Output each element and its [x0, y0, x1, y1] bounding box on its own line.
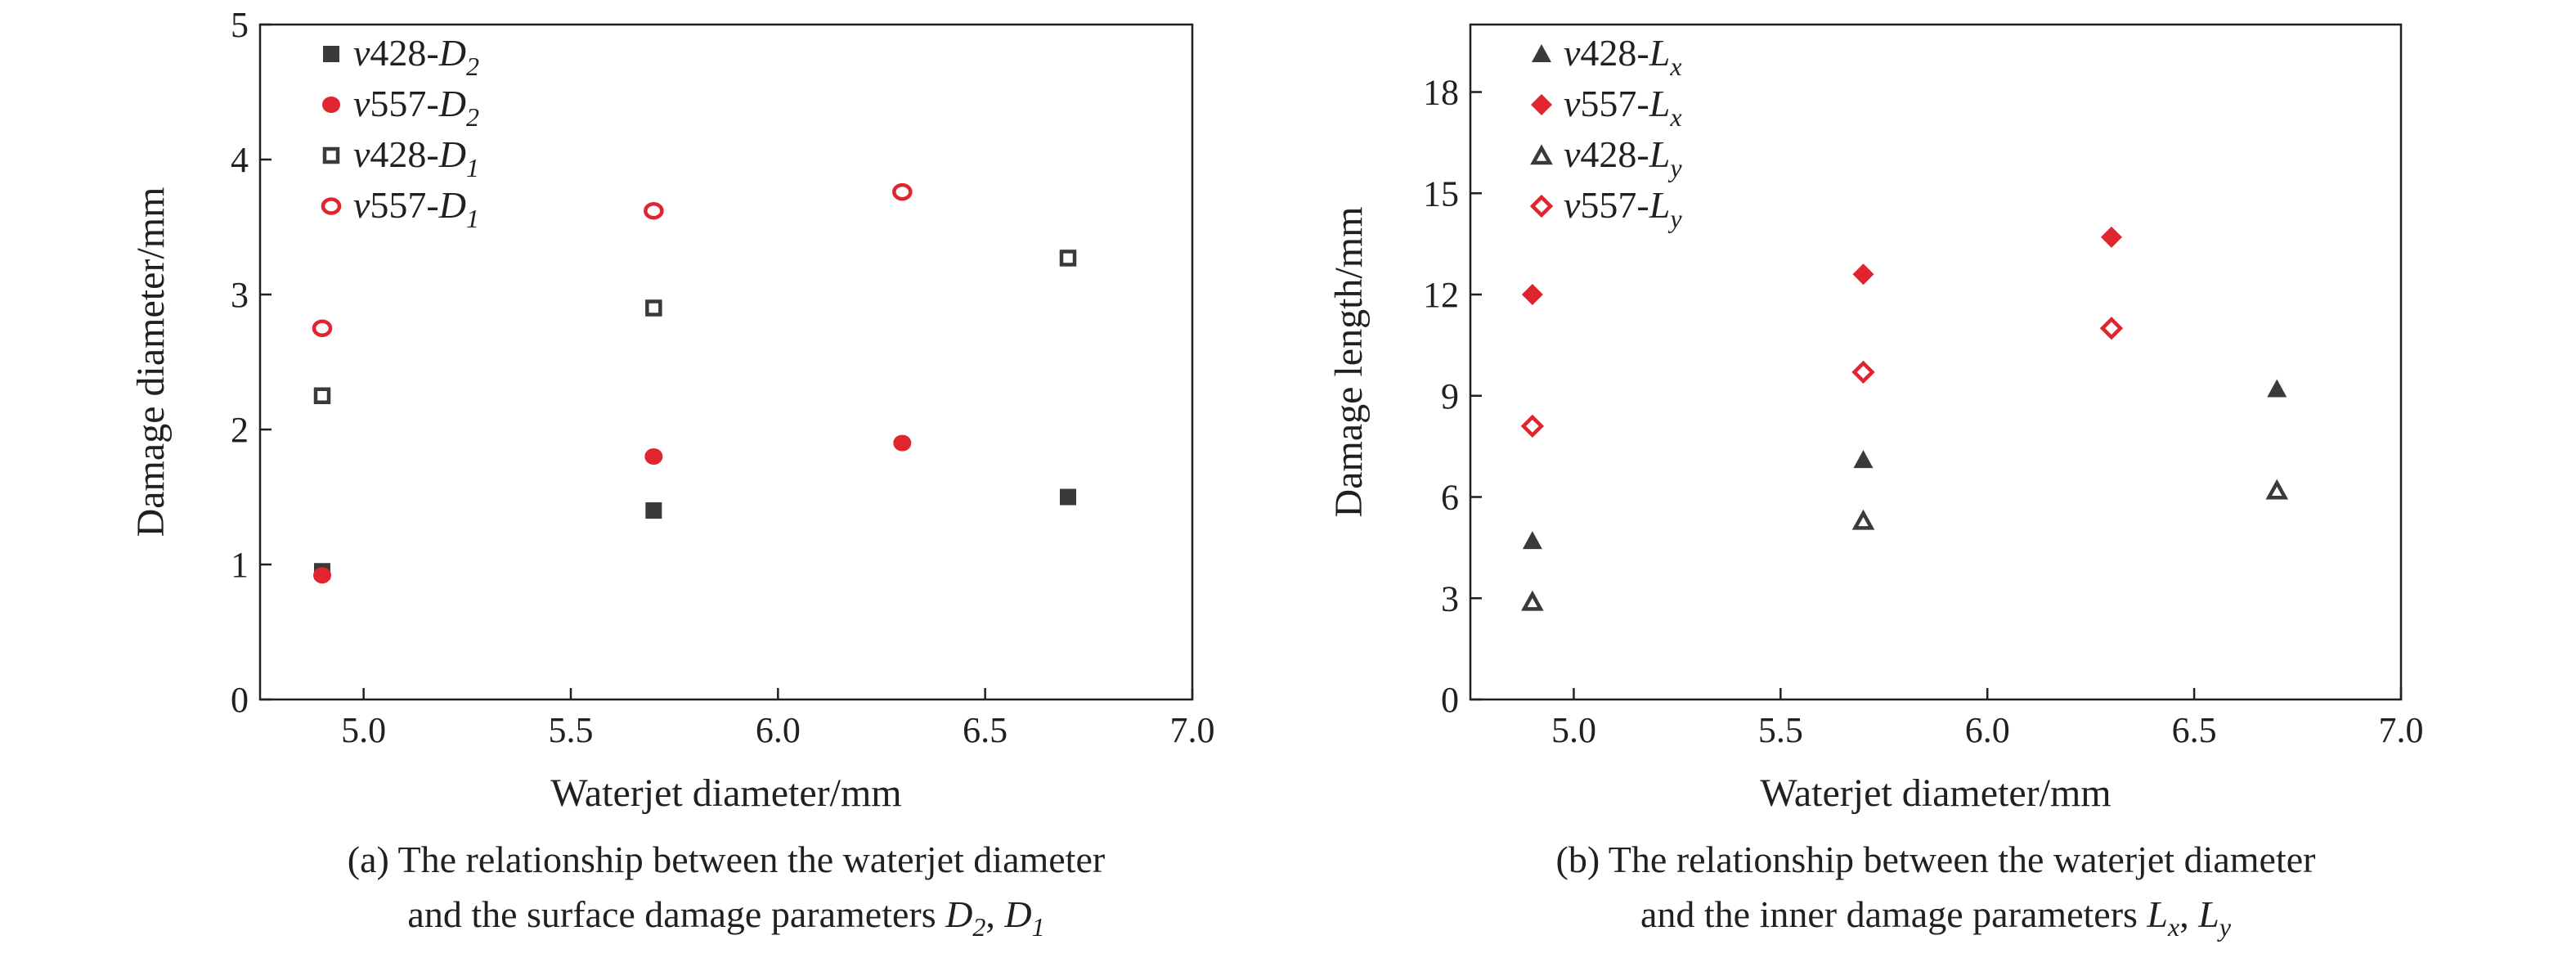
legend-entry: v557-D2	[322, 83, 479, 132]
y-tick-label: 0	[1441, 680, 1459, 720]
data-point	[1521, 284, 1543, 305]
x-tick-label: 5.0	[1551, 710, 1596, 750]
data-point	[1522, 531, 1542, 550]
data-point	[1521, 590, 1544, 611]
plot-frame	[1469, 23, 2403, 701]
caption-line-2: and the inner damage parameters Lx, Ly	[1640, 893, 2232, 942]
x-tick-label: 6.5	[963, 710, 1008, 750]
data-point	[1853, 450, 1874, 469]
legend-marker	[321, 197, 342, 215]
data-point	[645, 502, 662, 519]
legend-label: v428-Ly	[1564, 133, 1682, 182]
x-tick-label: 6.0	[756, 710, 801, 750]
chart-panel-a: 5.0 5.5 6.0 6.5 7.0 0 1 2 3 4 5 Waterjet diameter/m…	[129, 5, 1215, 942]
series-2	[313, 250, 1077, 404]
x-tick-label: 5.5	[1758, 710, 1803, 750]
series-2	[1521, 479, 2289, 611]
legend-label: v557-D1	[353, 184, 479, 233]
legend-marker	[1532, 44, 1551, 62]
plot-frame	[258, 23, 1194, 701]
data-point	[2099, 317, 2124, 340]
series-1	[1521, 226, 2122, 305]
y-tick-label: 1	[231, 545, 249, 585]
x-axis-label: Waterjet diameter/mm	[1760, 771, 2111, 815]
data-point	[644, 448, 663, 465]
legend-entry: v557-Lx	[1531, 83, 1682, 132]
series-3	[1520, 317, 2124, 439]
y-tick-label: 3	[231, 275, 249, 315]
legend-label: v557-D2	[353, 83, 479, 132]
series-0	[314, 488, 1076, 580]
caption-line-1: (a) The relationship between the waterje…	[348, 839, 1105, 880]
data-point	[2265, 479, 2289, 500]
series-1	[313, 434, 912, 584]
series-0	[1522, 379, 2287, 550]
x-tick-label: 7.0	[1170, 710, 1215, 750]
chart-panel-b: 5.0 5.5 6.0 6.5 7.0 0 3 6 9 12 15 18 Waterjet diamet…	[1327, 23, 2424, 942]
x-tick-label: 5.5	[549, 710, 594, 750]
y-axis-label: Damage diameter/mm	[129, 187, 173, 537]
legend-entry: v557-Ly	[1529, 184, 1682, 233]
legend-entry: v428-D2	[323, 32, 479, 81]
data-point	[1059, 250, 1077, 267]
legend-marker	[322, 97, 340, 113]
x-tick-label: 5.0	[341, 710, 386, 750]
legend-label: v428-D2	[353, 32, 479, 81]
x-tick-label: 7.0	[2379, 710, 2424, 750]
legend-label: v557-Lx	[1564, 83, 1682, 132]
y-tick-label: 5	[231, 5, 249, 45]
data-point	[2267, 379, 2287, 398]
y-tick-label: 9	[1441, 376, 1459, 416]
legend-marker	[1529, 194, 1554, 218]
legend-entry: v428-Lx	[1532, 32, 1682, 81]
legend-entry: v428-D1	[322, 133, 479, 182]
y-tick-label: 4	[231, 140, 249, 180]
x-tick-label: 6.0	[1965, 710, 2010, 750]
data-point	[644, 201, 664, 220]
data-point	[1851, 509, 1875, 530]
data-point	[892, 182, 913, 201]
legend-marker	[322, 146, 340, 164]
data-point	[645, 299, 662, 317]
caption-line-1: (b) The relationship between the waterje…	[1556, 839, 2316, 880]
caption-line-2: and the surface damage parameters D2, D1	[407, 893, 1044, 942]
legend-entry: v428-Ly	[1530, 133, 1682, 182]
legend-entry: v557-D1	[321, 184, 479, 233]
y-tick-label: 0	[231, 680, 249, 720]
data-point	[893, 434, 912, 452]
y-tick-label: 3	[1441, 578, 1459, 618]
legend-marker	[323, 46, 339, 62]
data-point	[1520, 414, 1545, 439]
data-point	[1060, 488, 1076, 506]
y-tick-label: 18	[1423, 73, 1459, 113]
y-tick-label: 2	[231, 410, 249, 450]
legend-marker	[1530, 144, 1553, 165]
y-tick-label: 6	[1441, 478, 1459, 518]
data-point	[1852, 263, 1874, 286]
x-tick-label: 6.5	[2172, 710, 2217, 750]
y-tick-label: 15	[1423, 173, 1459, 214]
data-point	[2100, 226, 2122, 248]
data-point	[313, 387, 331, 404]
data-point	[1851, 360, 1875, 385]
legend-label: v428-D1	[353, 133, 479, 182]
data-point	[312, 319, 333, 337]
legend-label: v557-Ly	[1564, 184, 1682, 233]
legend-label: v428-Lx	[1564, 32, 1682, 81]
y-axis-label: Damage length/mm	[1327, 207, 1371, 518]
x-axis-label: Waterjet diameter/mm	[550, 771, 901, 815]
legend-marker	[1531, 94, 1552, 115]
y-tick-label: 12	[1423, 275, 1459, 315]
series-3	[312, 182, 913, 337]
data-point	[313, 567, 331, 584]
